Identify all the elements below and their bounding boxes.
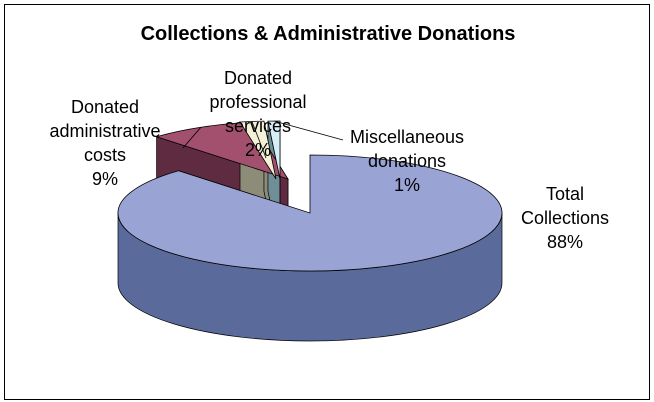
slice-label-line: professional — [209, 92, 306, 112]
slice-label-miscellaneous-donations: Miscellaneous donations 1% — [350, 127, 464, 195]
leader-line-donated-administrative-costs — [182, 127, 202, 149]
slice-label-line: donations — [368, 151, 446, 171]
slice-label-total-collections: Total Collections 88% — [521, 184, 609, 252]
slice-label-line: 2% — [245, 140, 271, 160]
slice-label-line: Collections — [521, 208, 609, 228]
slice-label-line: 88% — [547, 232, 583, 252]
slice-label-line: 1% — [394, 175, 420, 195]
leader-line-donated-professional-services — [251, 121, 267, 159]
slice-donated-professional-services — [239, 120, 277, 180]
slice-label-line: Donated — [224, 68, 292, 88]
slice-label-line: costs — [84, 145, 126, 165]
slice-total-collections — [117, 154, 503, 272]
leader-line-miscellaneous-donations — [273, 120, 344, 141]
slice-label-line: Total — [546, 184, 584, 204]
slice-label-donated-administrative-costs: Donated administrative costs 9% — [49, 97, 160, 189]
chart-title: Collections & Administrative Donations — [140, 23, 516, 45]
slice-label-line: administrative — [49, 121, 160, 141]
slice-label-line: Donated — [71, 97, 139, 117]
slice-label-donated-professional-services: Donated professional services 2% — [209, 68, 306, 160]
slice-label-line: Miscellaneous — [350, 127, 464, 147]
slice-miscellaneous-donations — [267, 120, 281, 180]
slice-label-line: services — [225, 116, 291, 136]
slice-label-line: 9% — [92, 169, 118, 189]
